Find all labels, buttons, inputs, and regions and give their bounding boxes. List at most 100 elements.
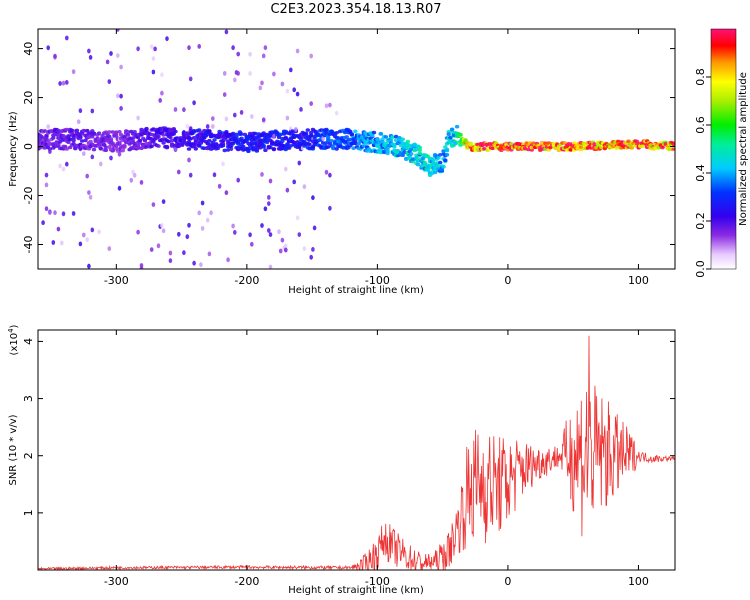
spectrogram-cell (328, 172, 332, 178)
spectrogram-cell (82, 151, 86, 157)
spectrogram-cell (233, 112, 237, 118)
spectrogram-cell (634, 139, 640, 144)
colorbar: 0.0 0.2 0.4 0.6 0.8 Normalized spectral ampl… (694, 28, 749, 278)
spectrogram-cell (331, 146, 336, 151)
snr-frame (37, 329, 676, 571)
spectrogram-cell (329, 139, 334, 143)
spectrogram-cell (371, 130, 377, 135)
spectrogram-cell (105, 59, 110, 65)
spectrogram-cell (436, 156, 441, 160)
spectrogram-cell (46, 124, 50, 130)
spectrogram-cell (200, 226, 205, 231)
spectrogram-cell (326, 145, 331, 149)
spectrogram-cell (431, 161, 436, 165)
spectrogram-cell (302, 184, 307, 190)
y-tick-label: 4 (22, 338, 35, 345)
spectrogram-cell (144, 126, 149, 131)
spectrogram-cell (119, 93, 123, 99)
spectrogram-cell (280, 81, 285, 87)
spectrogram-cell (334, 131, 339, 135)
colorbar-tick-label: 0.8 (694, 68, 707, 86)
spectrogram-cell (602, 146, 607, 151)
spectrogram-cell (88, 139, 93, 144)
spectrogram-cell (458, 143, 463, 147)
spectrogram-cell (65, 80, 69, 85)
spectrogram-cell (263, 45, 268, 51)
spectrogram-cell (312, 136, 317, 141)
spectrogram-cell (233, 230, 237, 235)
spectrogram-cell (135, 146, 141, 150)
spectrogram-cell (46, 45, 50, 51)
colorbar-frame (710, 28, 737, 270)
spectrogram-cell (153, 46, 157, 52)
spectrogram-cell (359, 135, 365, 139)
x-tick-label: -100 (365, 274, 390, 287)
spectrogram-cell (61, 166, 66, 172)
spectrogram-cell (202, 146, 207, 150)
spectrogram-cell (672, 143, 675, 147)
spectrogram-cell (207, 138, 212, 143)
spectrogram-cell (307, 142, 312, 147)
spectrogram-cell (116, 53, 120, 58)
spectrogram-cell (285, 187, 290, 193)
spectrogram-cell (248, 232, 252, 238)
spectrogram-cell (209, 210, 213, 216)
spectrogram-cell (182, 250, 186, 256)
spectrogram-cell (205, 146, 210, 151)
colorbar-label: Normalized spectral amplitude (738, 72, 749, 226)
spectrogram-cell (246, 146, 251, 151)
spectrogram-y-label: Frequency (Hz) (8, 111, 19, 187)
spectrogram-cell (289, 67, 293, 73)
spectrogram-cell (85, 237, 89, 243)
spectrogram-cell (285, 115, 290, 121)
spectrogram-cell (297, 232, 302, 238)
spectrogram-cell (90, 227, 95, 233)
spectrogram-cell (224, 131, 229, 135)
spectrogram-x-axis: -300 -200 -100 0 100 (104, 29, 649, 287)
spectrogram-cell (74, 128, 80, 133)
spectrogram-cell (134, 132, 139, 137)
spectrogram-cell (409, 147, 414, 152)
spectrogram-cell (414, 147, 419, 152)
colorbar-tick-label: 0.4 (694, 164, 707, 182)
spectrogram-cell (116, 93, 120, 99)
spectrogram-cell (348, 137, 353, 142)
spectrogram-cell (351, 146, 356, 150)
spectrogram-cell (626, 139, 631, 144)
spectrogram-cell (136, 46, 140, 52)
spectrogram-cell (156, 243, 161, 249)
spectrogram-cell (270, 140, 275, 144)
spectrogram-cell (211, 124, 215, 129)
spectrogram-cell (161, 199, 166, 205)
spectrogram-cell (200, 200, 205, 206)
spectrogram-cell (82, 232, 86, 238)
spectrogram-cell (151, 56, 156, 61)
spectrogram-cell (438, 153, 443, 157)
spectrogram-cell (99, 161, 103, 167)
spectrogram-cell (224, 116, 229, 122)
spectrogram-cell (334, 110, 339, 116)
spectrogram-cell (96, 131, 102, 135)
spectrogram-cell (431, 158, 436, 162)
spectrogram-cell (241, 144, 246, 149)
spectrogram-cell (147, 141, 153, 145)
spectrogram-cell (205, 217, 210, 223)
spectrogram-cell (311, 247, 315, 252)
spectrogram-cell (268, 264, 273, 269)
spectrogram-cell (186, 140, 192, 144)
spectrogram-cell (48, 210, 52, 216)
spectrogram-cell (260, 223, 264, 228)
spectrogram-cell (393, 138, 399, 142)
spectrogram-cell (211, 116, 215, 121)
spectrogram-cell (449, 127, 455, 132)
spectrogram-cell (224, 190, 229, 196)
spectrogram-cell (122, 145, 127, 149)
spectrogram-cell (98, 146, 104, 151)
spectrogram-cell (161, 141, 166, 145)
x-tick-label: 0 (504, 274, 511, 287)
spectrogram-cell (660, 145, 665, 149)
spectrogram-cell (188, 172, 193, 178)
spectrogram-cell (222, 148, 227, 153)
spectrogram-cell (91, 147, 97, 152)
spectrogram-cell (188, 126, 193, 131)
